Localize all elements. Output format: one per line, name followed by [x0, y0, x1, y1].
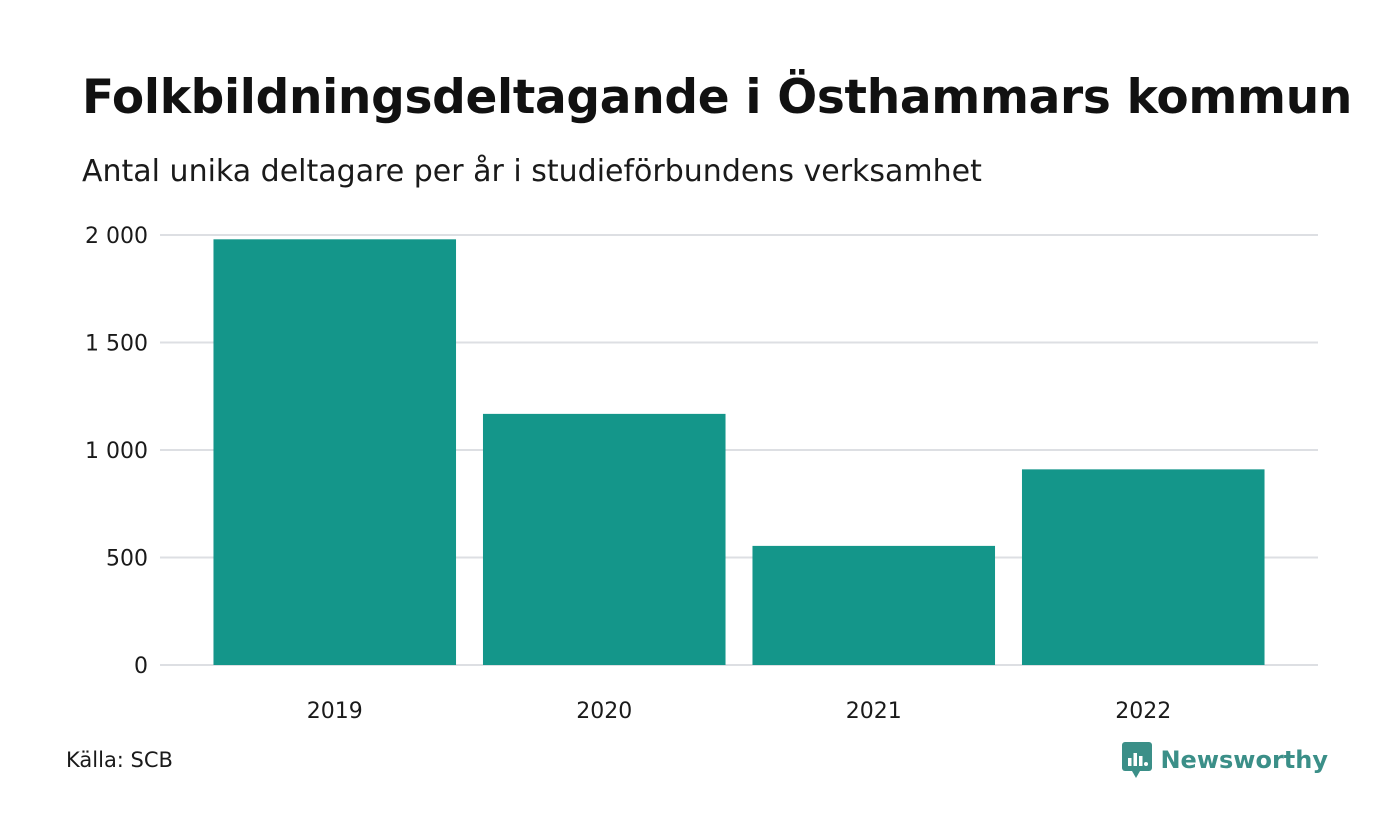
newsworthy-logo-icon: [1122, 742, 1153, 778]
brand-logo: Newsworthy: [1122, 742, 1328, 778]
y-tick-label: 500: [106, 547, 148, 572]
x-tick-label: 2020: [576, 699, 632, 724]
bar-2019: [213, 239, 457, 666]
x-tick-label: 2021: [846, 699, 902, 724]
y-tick-label: 1 000: [85, 439, 148, 464]
x-tick-label: 2019: [307, 699, 363, 724]
y-tick-label: 1 500: [85, 332, 148, 357]
x-tick-label: 2022: [1115, 699, 1171, 724]
brand-name: Newsworthy: [1160, 746, 1328, 774]
y-tick-label: 0: [134, 654, 148, 679]
y-axis-ticks: 0 500 1 000 1 500 2 000: [85, 224, 148, 679]
x-axis-ticks: 2019 2020 2021 2022: [307, 699, 1172, 724]
bar-2022: [1021, 469, 1265, 665]
bars: [213, 239, 1265, 666]
chart-title: Folkbildningsdeltagande i Östhammars kom…: [82, 70, 1353, 125]
bar-2020: [482, 413, 726, 665]
y-tick-label: 2 000: [85, 224, 148, 249]
bar-2021: [752, 545, 996, 665]
source-note: Källa: SCB: [66, 748, 173, 772]
chart-subtitle: Antal unika deltagare per år i studieför…: [82, 154, 982, 189]
